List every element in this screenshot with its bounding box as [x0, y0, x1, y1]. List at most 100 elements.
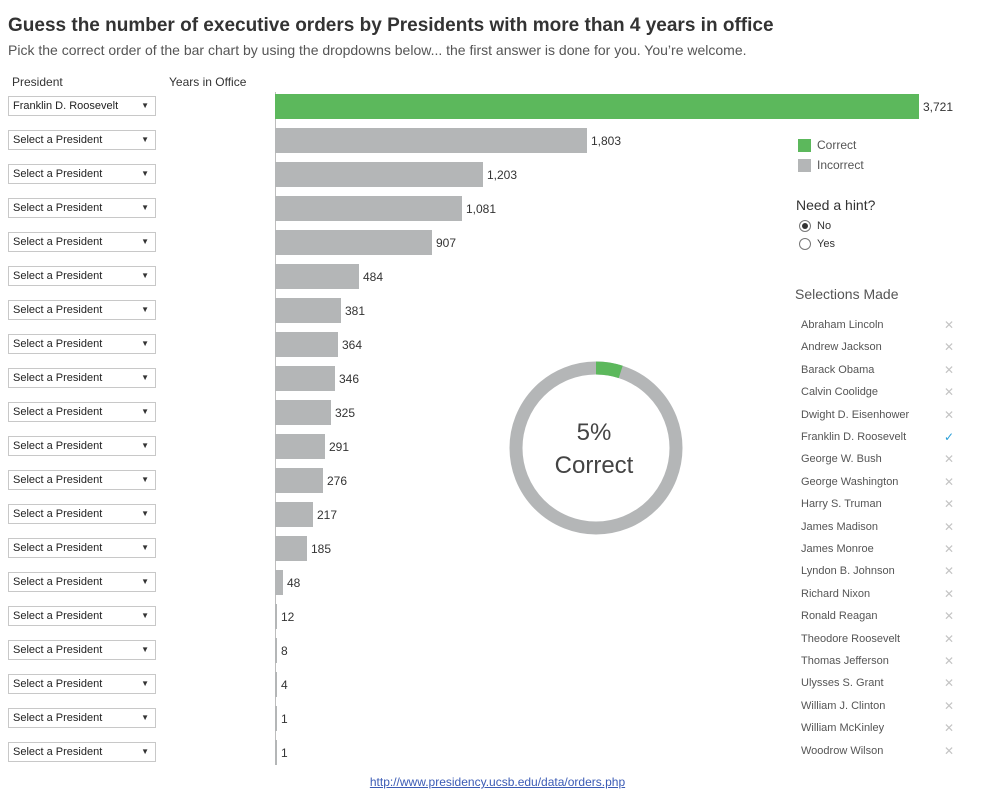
close-icon[interactable]: ✕ [943, 520, 955, 534]
chevron-down-icon: ▼ [141, 305, 149, 314]
close-icon[interactable]: ✕ [943, 497, 955, 511]
check-icon[interactable]: ✓ [943, 430, 955, 444]
dropdown-value: Select a President [13, 610, 103, 622]
president-dropdown[interactable]: Select a President ▼ [8, 164, 156, 184]
president-dropdown[interactable]: Select a President ▼ [8, 368, 156, 388]
bar [275, 570, 283, 595]
chevron-down-icon: ▼ [141, 135, 149, 144]
bar-value-label: 4 [281, 678, 288, 692]
bar [275, 740, 277, 765]
hint-label-yes[interactable]: Yes [817, 238, 835, 250]
close-icon[interactable]: ✕ [943, 452, 955, 466]
dropdown-value: Select a President [13, 270, 103, 282]
bar [275, 672, 277, 697]
selection-name: William McKinley [801, 722, 885, 734]
president-dropdown[interactable]: Franklin D. Roosevelt ▼ [8, 96, 156, 116]
bar [275, 400, 331, 425]
close-icon[interactable]: ✕ [943, 408, 955, 422]
bar-value-label: 276 [327, 474, 348, 488]
president-dropdown[interactable]: Select a President ▼ [8, 130, 156, 150]
close-icon[interactable]: ✕ [943, 587, 955, 601]
close-icon[interactable]: ✕ [943, 654, 955, 668]
bar [275, 706, 277, 731]
president-dropdown[interactable]: Select a President ▼ [8, 572, 156, 592]
chevron-down-icon: ▼ [141, 407, 149, 416]
close-icon[interactable]: ✕ [943, 744, 955, 758]
president-dropdown[interactable]: Select a President ▼ [8, 402, 156, 422]
selection-name: Abraham Lincoln [801, 319, 884, 331]
dropdown-value: Select a President [13, 406, 103, 418]
president-dropdown[interactable]: Select a President ▼ [8, 232, 156, 252]
president-dropdown[interactable]: Select a President ▼ [8, 674, 156, 694]
hint-label-no[interactable]: No [817, 220, 832, 232]
selection-name: Dwight D. Eisenhower [801, 409, 910, 421]
hint-radio-yes[interactable] [799, 238, 811, 250]
close-icon[interactable]: ✕ [943, 542, 955, 556]
dropdown-value: Select a President [13, 542, 103, 554]
president-dropdown[interactable]: Select a President ▼ [8, 436, 156, 456]
bar [275, 604, 277, 629]
dropdown-value: Select a President [13, 304, 103, 316]
bar-value-label: 484 [363, 270, 384, 284]
bar-value-label: 8 [281, 644, 288, 658]
selection-name: Thomas Jefferson [801, 655, 889, 667]
legend-label-incorrect: Incorrect [817, 158, 864, 172]
dropdown-value: Select a President [13, 508, 103, 520]
chevron-down-icon: ▼ [141, 543, 149, 552]
president-dropdown[interactable]: Select a President ▼ [8, 470, 156, 490]
hint-radio-no[interactable] [799, 220, 811, 232]
percent-correct-donut: 5% Correct [509, 361, 683, 535]
president-dropdown[interactable]: Select a President ▼ [8, 504, 156, 524]
close-icon[interactable]: ✕ [943, 475, 955, 489]
president-dropdown[interactable]: Select a President ▼ [8, 538, 156, 558]
close-icon[interactable]: ✕ [943, 609, 955, 623]
president-dropdown[interactable]: Select a President ▼ [8, 640, 156, 660]
chevron-down-icon: ▼ [141, 509, 149, 518]
president-dropdown[interactable]: Select a President ▼ [8, 300, 156, 320]
legend-swatch-incorrect [798, 159, 811, 172]
close-icon[interactable]: ✕ [943, 699, 955, 713]
bar [275, 94, 919, 119]
bar-value-label: 364 [342, 338, 363, 352]
donut-rest-arc [509, 361, 683, 535]
president-dropdown[interactable]: Select a President ▼ [8, 266, 156, 286]
legend-label-correct: Correct [817, 138, 857, 152]
donut-percent-text: 5% [577, 419, 612, 446]
bar [275, 502, 313, 527]
bar [275, 128, 587, 153]
selection-name: Barack Obama [801, 364, 875, 376]
selection-name: James Monroe [801, 543, 874, 555]
bar [275, 264, 359, 289]
close-icon[interactable]: ✕ [943, 721, 955, 735]
legend-swatch-correct [798, 139, 811, 152]
bar-value-label: 291 [329, 440, 350, 454]
dropdown-value: Select a President [13, 474, 103, 486]
close-icon[interactable]: ✕ [943, 363, 955, 377]
bar [275, 536, 307, 561]
close-icon[interactable]: ✕ [943, 564, 955, 578]
president-dropdown[interactable]: Select a President ▼ [8, 334, 156, 354]
chevron-down-icon: ▼ [141, 373, 149, 382]
bar-value-label: 1,203 [487, 168, 518, 182]
close-icon[interactable]: ✕ [943, 318, 955, 332]
bar-value-label: 185 [311, 542, 332, 556]
selection-name: George W. Bush [801, 453, 882, 465]
close-icon[interactable]: ✕ [943, 385, 955, 399]
president-dropdown[interactable]: Select a President ▼ [8, 742, 156, 762]
selection-name: Harry S. Truman [801, 498, 882, 510]
close-icon[interactable]: ✕ [943, 676, 955, 690]
president-dropdown[interactable]: Select a President ▼ [8, 198, 156, 218]
close-icon[interactable]: ✕ [943, 340, 955, 354]
page-title: Guess the number of executive orders by … [8, 15, 774, 36]
selection-name: Theodore Roosevelt [801, 633, 901, 645]
selection-name: Ronald Reagan [801, 610, 878, 622]
president-dropdown[interactable]: Select a President ▼ [8, 606, 156, 626]
selection-name: James Madison [801, 521, 879, 533]
close-icon[interactable]: ✕ [943, 632, 955, 646]
selection-name: Andrew Jackson [801, 341, 882, 353]
source-link[interactable]: http://www.presidency.ucsb.edu/data/orde… [369, 775, 626, 789]
selection-name: George Washington [801, 476, 899, 488]
hint-title: Need a hint? [796, 197, 876, 213]
president-dropdown[interactable]: Select a President ▼ [8, 708, 156, 728]
bar [275, 162, 483, 187]
